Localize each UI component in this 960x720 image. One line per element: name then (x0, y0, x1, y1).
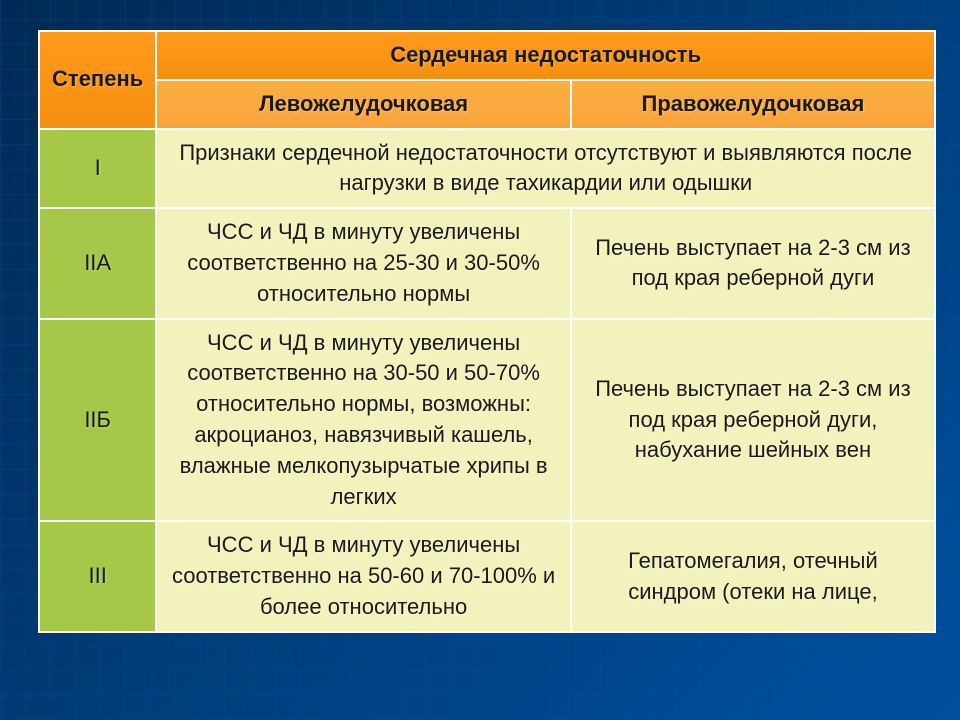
header-sub-right: Правожелудочковая (571, 80, 935, 129)
left-cell: ЧСС и ЧД в минуту увеличены соответствен… (156, 521, 571, 631)
table-row: IIА ЧСС и ЧД в минуту увеличены соответс… (39, 208, 935, 318)
merged-cell: Признаки сердечной недостаточности отсут… (156, 129, 935, 209)
right-cell: Печень выступает на 2-3 см из под края р… (571, 208, 935, 318)
table-container: Степень Сердечная недостаточность Левоже… (0, 0, 960, 633)
header-row-1: Степень Сердечная недостаточность (39, 31, 935, 80)
right-cell: Печень выступает на 2-3 см из под края р… (571, 319, 935, 522)
heart-failure-table: Степень Сердечная недостаточность Левоже… (38, 30, 936, 633)
header-main-title: Сердечная недостаточность (156, 31, 935, 80)
table-row: IIБ ЧСС и ЧД в минуту увеличены соответс… (39, 319, 935, 522)
stage-cell: IIА (39, 208, 156, 318)
stage-cell: III (39, 521, 156, 631)
table-row: III ЧСС и ЧД в минуту увеличены соответс… (39, 521, 935, 631)
right-cell: Гепатомегалия, отечный синдром (отеки на… (571, 521, 935, 631)
table-row: I Признаки сердечной недостаточности отс… (39, 129, 935, 209)
header-row-2: Левожелудочковая Правожелудочковая (39, 80, 935, 129)
left-cell: ЧСС и ЧД в минуту увеличены соответствен… (156, 208, 571, 318)
stage-cell: IIБ (39, 319, 156, 522)
header-sub-left: Левожелудочковая (156, 80, 571, 129)
stage-cell: I (39, 129, 156, 209)
left-cell: ЧСС и ЧД в минуту увеличены соответствен… (156, 319, 571, 522)
header-stage: Степень (39, 31, 156, 129)
